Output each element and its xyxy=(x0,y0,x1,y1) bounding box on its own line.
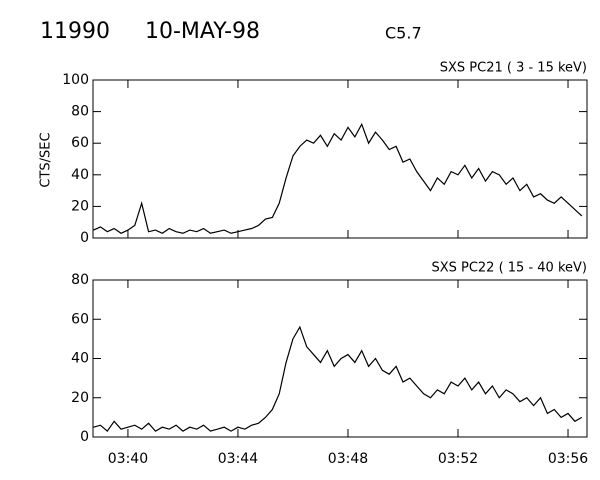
chart-subtitle: 10-MAY-98 xyxy=(145,19,260,44)
x-tick-label: 03:44 xyxy=(218,451,258,467)
y-tick-label: 40 xyxy=(71,351,89,367)
y-tick-label: 0 xyxy=(80,429,89,445)
plot-frame xyxy=(92,79,588,239)
y-axis-label: CTS/SEC xyxy=(39,132,54,187)
panel-label: SXS PC22 ( 15 - 40 keV) xyxy=(431,261,587,276)
y-tick-label: 80 xyxy=(71,272,89,288)
data-line xyxy=(93,122,583,234)
y-tick-label: 0 xyxy=(80,230,89,246)
y-tick-label: 100 xyxy=(62,72,89,88)
plot-frame xyxy=(92,279,588,438)
annotation: C5.7 xyxy=(385,24,422,43)
y-tick-label: 60 xyxy=(71,311,89,327)
data-line xyxy=(93,325,583,432)
chart-title: 11990 xyxy=(40,19,110,44)
x-tick-label: 03:56 xyxy=(548,451,588,467)
y-tick-label: 60 xyxy=(71,135,89,151)
y-tick-label: 80 xyxy=(71,104,89,120)
y-tick-label: 20 xyxy=(71,390,89,406)
x-tick-label: 03:48 xyxy=(328,451,368,467)
x-tick-label: 03:40 xyxy=(108,451,148,467)
y-tick-label: 40 xyxy=(71,167,89,183)
panel-label: SXS PC21 ( 3 - 15 keV) xyxy=(440,61,587,76)
y-tick-label: 20 xyxy=(71,198,89,214)
x-tick-label: 03:52 xyxy=(438,451,478,467)
